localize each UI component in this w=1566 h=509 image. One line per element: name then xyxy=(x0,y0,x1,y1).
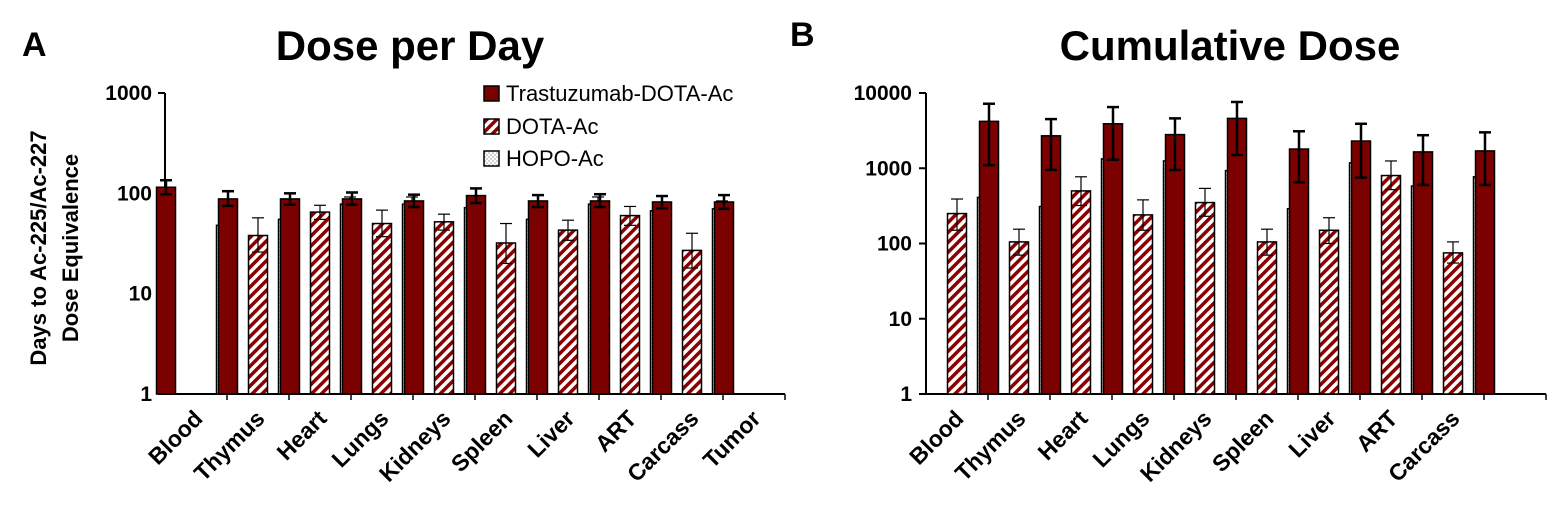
bar-trastuzumab xyxy=(465,194,487,395)
bar-trastuzumab xyxy=(1040,135,1062,395)
legend: Trastuzumab-DOTA-Ac DOTA-Ac HOPO-Ac xyxy=(483,81,733,171)
bar-trastuzumab xyxy=(217,198,239,395)
legend-label-dota: DOTA-Ac xyxy=(506,114,598,139)
bar-dota xyxy=(1318,229,1340,395)
bar-dota xyxy=(619,214,641,395)
panel-b-title: Cumulative Dose xyxy=(1060,22,1401,69)
bar-trastuzumab xyxy=(527,200,549,395)
y-tick-label: 10 xyxy=(889,308,912,331)
bar-trastuzumab xyxy=(155,186,177,395)
bar-dota xyxy=(371,222,393,395)
bar-trastuzumab xyxy=(1474,150,1496,395)
y-tick-label: 1 xyxy=(900,383,912,406)
x-category-label: Heart xyxy=(1033,405,1093,465)
bar-dota xyxy=(247,234,269,395)
legend-swatch-dota xyxy=(483,118,500,135)
bar-trastuzumab xyxy=(1226,117,1248,395)
bar-trastuzumab xyxy=(279,198,301,395)
bar-dota xyxy=(946,212,968,395)
bar-trastuzumab xyxy=(403,200,425,395)
bar-trastuzumab xyxy=(713,201,735,395)
y-tick-label: 1 xyxy=(140,383,152,406)
bar-dota xyxy=(1256,241,1278,395)
bar-dota xyxy=(1008,241,1030,395)
bar-trastuzumab xyxy=(651,201,673,395)
y-tick-label: 100 xyxy=(877,233,912,256)
x-category-label: ART xyxy=(1351,405,1403,457)
bar-trastuzumab xyxy=(341,198,363,395)
x-category-label: Spleen xyxy=(446,405,518,477)
bar-trastuzumab xyxy=(1102,123,1124,395)
bar-dota xyxy=(495,242,517,395)
panel-a-y-label-line1: Days to Ac-225/Ac-227 xyxy=(26,130,51,365)
legend-label-trastuzumab: Trastuzumab-DOTA-Ac xyxy=(506,81,733,106)
bar-dota xyxy=(1070,190,1092,395)
x-category-label: Liver xyxy=(522,405,579,462)
bar-dota xyxy=(433,221,455,395)
y-tick-label: 10000 xyxy=(854,82,912,105)
legend-swatch-trastuzumab xyxy=(483,85,500,102)
x-category-label: Heart xyxy=(272,405,332,465)
legend-label-hopo: HOPO-Ac xyxy=(506,146,604,171)
x-category-label: Tumor xyxy=(698,405,766,473)
bar-dota xyxy=(681,249,703,395)
y-tick-label: 1000 xyxy=(105,82,152,105)
x-category-label: Liver xyxy=(1283,405,1340,462)
panel-a-letter: A xyxy=(22,26,47,64)
panel-a-y-label-line2: Dose Equivalence xyxy=(58,154,83,342)
bar-trastuzumab xyxy=(589,200,611,395)
panel-a-title: Dose per Day xyxy=(276,22,545,69)
bar-trastuzumab xyxy=(1412,151,1434,395)
y-tick-label: 10 xyxy=(129,283,152,306)
panel-a-y-label: Days to Ac-225/Ac-227 Dose Equivalence xyxy=(26,130,83,365)
x-category-label: ART xyxy=(590,405,642,457)
panel-b-letter: B xyxy=(790,16,815,54)
y-tick-label: 100 xyxy=(117,182,152,205)
y-tick-label: 1000 xyxy=(865,157,912,180)
bar-trastuzumab xyxy=(1164,133,1186,395)
x-category-label: Spleen xyxy=(1207,405,1279,477)
bar-trastuzumab xyxy=(1288,148,1310,395)
bar-dota xyxy=(1442,252,1464,395)
bar-dota xyxy=(1132,214,1154,395)
bar-dota xyxy=(557,229,579,395)
bar-dota xyxy=(1194,201,1216,395)
bar-trastuzumab xyxy=(1350,140,1372,395)
bar-dota xyxy=(1380,174,1402,395)
bar-dota xyxy=(309,211,331,395)
legend-swatch-hopo xyxy=(483,150,500,167)
